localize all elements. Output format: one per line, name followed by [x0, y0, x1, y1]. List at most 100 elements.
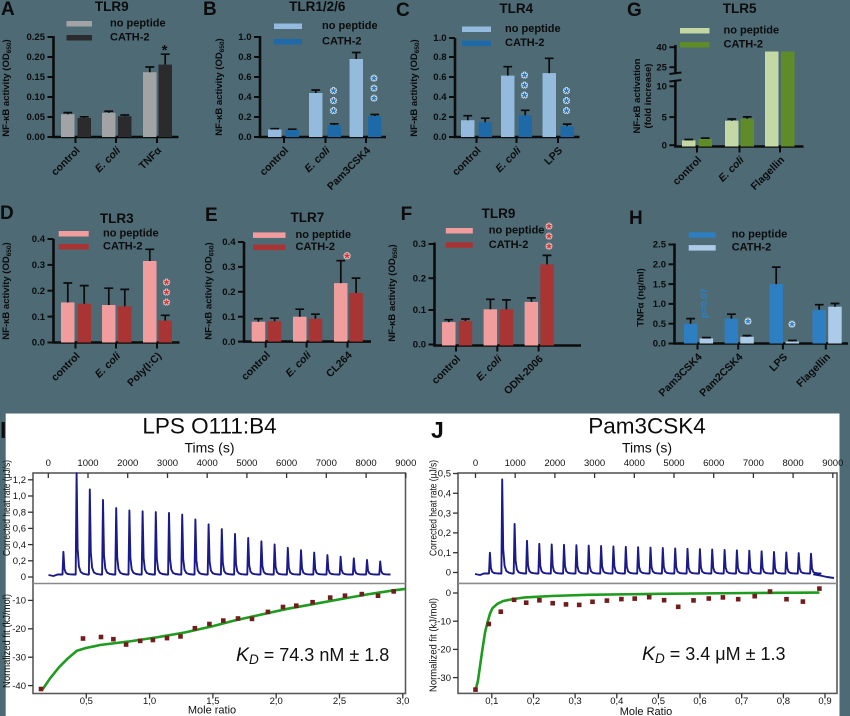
svg-text:0.15: 0.15	[27, 72, 46, 83]
svg-text:0.1: 0.1	[413, 305, 427, 316]
svg-text:1,0: 1,0	[13, 491, 26, 502]
svg-text:0,7: 0,7	[735, 696, 748, 707]
svg-text:Mole ratio: Mole ratio	[188, 705, 236, 716]
svg-text:NF-κB activity (OD650): NF-κB activity (OD650)	[409, 39, 421, 136]
svg-text:1,5: 1,5	[206, 696, 219, 707]
svg-text:*: *	[546, 240, 552, 256]
svg-text:E: E	[205, 205, 218, 226]
svg-text:0,3: 0,3	[438, 508, 451, 519]
svg-text:-10: -10	[437, 616, 451, 627]
svg-text:0.4: 0.4	[238, 92, 252, 103]
svg-text:*: *	[564, 105, 570, 121]
svg-text:TLR5: TLR5	[723, 1, 757, 16]
svg-text:Corrected heat rate (μJ/s): Corrected heat rate (μJ/s)	[1, 460, 13, 556]
svg-text:0,3: 0,3	[568, 696, 581, 707]
svg-text:-10: -10	[12, 596, 26, 607]
svg-text:NF-κB activity (OD650): NF-κB activity (OD650)	[387, 244, 399, 341]
svg-text:KD = 74.3 nM ± 1.8: KD = 74.3 nM ± 1.8	[236, 644, 389, 667]
svg-text:Corrected heat rate (μJ/s): Corrected heat rate (μJ/s)	[428, 460, 440, 556]
svg-text:NF-κB activity (OD650): NF-κB activity (OD650)	[1, 39, 13, 136]
svg-text:NF-κB activity (OD650): NF-κB activity (OD650)	[1, 242, 13, 339]
svg-text:2000: 2000	[117, 458, 138, 469]
svg-text:0.20: 0.20	[27, 52, 46, 63]
svg-text:0.0: 0.0	[238, 132, 251, 143]
svg-text:*: *	[546, 220, 552, 236]
svg-text:0,6: 0,6	[13, 524, 26, 535]
svg-text:0.10: 0.10	[27, 92, 46, 103]
svg-text:25: 25	[656, 62, 667, 73]
svg-text:0.0: 0.0	[433, 132, 446, 143]
svg-text:0,4: 0,4	[610, 696, 623, 707]
svg-text:(fold increase): (fold increase)	[643, 64, 654, 129]
svg-text:*: *	[331, 85, 337, 101]
svg-text:3000: 3000	[157, 458, 178, 469]
svg-text:H: H	[629, 208, 643, 229]
svg-text:0.0: 0.0	[222, 337, 235, 348]
svg-text:1000: 1000	[505, 458, 526, 469]
svg-text:0,8: 0,8	[13, 507, 26, 518]
svg-text:B: B	[203, 0, 217, 20]
svg-text:0.2: 0.2	[32, 286, 45, 297]
svg-text:Normalized fit (kJ/mol): Normalized fit (kJ/mol)	[428, 598, 440, 692]
svg-text:0: 0	[21, 572, 26, 583]
svg-text:-40: -40	[12, 681, 26, 692]
svg-text:0: 0	[46, 458, 51, 469]
svg-text:no peptide: no peptide	[489, 225, 545, 237]
svg-text:no peptide: no peptide	[505, 23, 561, 35]
svg-text:*: *	[522, 79, 528, 95]
svg-text:TLR4: TLR4	[499, 1, 533, 16]
svg-text:-20: -20	[437, 645, 451, 656]
svg-text:4000: 4000	[197, 458, 218, 469]
svg-text:*: *	[546, 230, 552, 246]
svg-text:6000: 6000	[703, 458, 724, 469]
svg-text:0,4: 0,4	[13, 540, 26, 551]
svg-text:2000: 2000	[544, 458, 565, 469]
svg-text:0.0: 0.0	[413, 340, 426, 351]
svg-text:CATH-2: CATH-2	[505, 37, 545, 49]
svg-text:TLR1/2/6: TLR1/2/6	[289, 0, 346, 14]
svg-text:-30: -30	[12, 652, 26, 663]
svg-text:*: *	[789, 318, 795, 334]
svg-text:*: *	[522, 89, 528, 105]
svg-text:Tims (s): Tims (s)	[184, 440, 234, 456]
svg-text:I: I	[0, 417, 6, 443]
svg-text:*: *	[331, 105, 337, 121]
svg-text:no peptide: no peptide	[110, 18, 166, 30]
svg-text:1,2: 1,2	[13, 475, 26, 486]
svg-text:3,0: 3,0	[396, 696, 409, 707]
svg-text:C: C	[396, 0, 410, 21]
svg-text:*: *	[745, 315, 751, 331]
svg-text:no peptide: no peptide	[322, 20, 378, 32]
svg-text:5000: 5000	[663, 458, 684, 469]
svg-text:p=0.07: p=0.07	[699, 288, 710, 318]
svg-text:no peptide: no peptide	[296, 229, 352, 241]
svg-text:0.25: 0.25	[27, 32, 46, 43]
svg-text:0,2: 0,2	[438, 528, 451, 539]
svg-text:1.0: 1.0	[653, 299, 666, 310]
svg-text:*: *	[164, 296, 170, 312]
svg-text:8000: 8000	[783, 458, 804, 469]
svg-text:*: *	[344, 250, 350, 267]
svg-text:NF-κB activity (OD650): NF-κB activity (OD650)	[214, 38, 226, 135]
svg-text:F: F	[401, 204, 413, 225]
svg-text:0.1: 0.1	[32, 312, 46, 323]
svg-text:1.5: 1.5	[653, 279, 667, 290]
svg-text:TLR9: TLR9	[95, 0, 129, 14]
svg-text:CATH-2: CATH-2	[724, 39, 764, 51]
svg-text:TLR7: TLR7	[291, 210, 325, 225]
svg-text:7000: 7000	[743, 458, 764, 469]
svg-text:9000: 9000	[822, 458, 843, 469]
svg-text:0.2: 0.2	[413, 273, 426, 284]
svg-text:0,1: 0,1	[438, 548, 451, 559]
svg-text:TLR9: TLR9	[482, 206, 516, 221]
svg-text:Pam3CSK4: Pam3CSK4	[588, 414, 706, 439]
svg-text:6000: 6000	[276, 458, 297, 469]
svg-text:*: *	[371, 82, 377, 98]
svg-text:0.2: 0.2	[222, 287, 235, 298]
svg-text:0,2: 0,2	[527, 696, 540, 707]
svg-text:3000: 3000	[584, 458, 605, 469]
svg-text:*: *	[564, 95, 570, 111]
svg-text:0.2: 0.2	[433, 112, 446, 123]
svg-text:0.4: 0.4	[222, 237, 236, 248]
svg-text:Normalized fit (kJ/mol): Normalized fit (kJ/mol)	[1, 594, 13, 688]
